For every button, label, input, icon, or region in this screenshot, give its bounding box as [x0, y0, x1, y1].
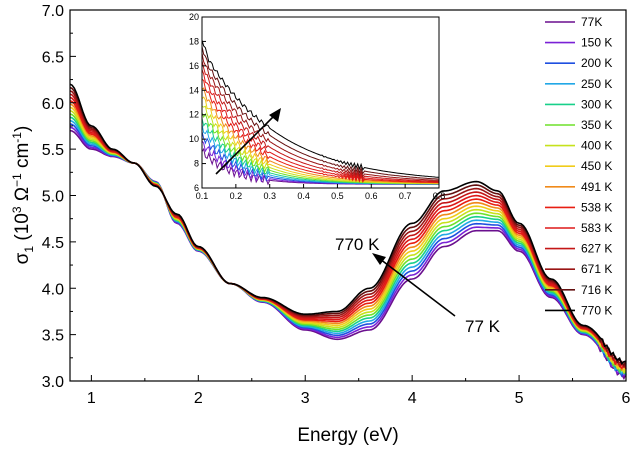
trend-arrow-head — [372, 253, 386, 265]
inset-y-tick-label: 12 — [189, 110, 199, 120]
legend-label: 300 K — [581, 97, 612, 111]
x-axis-label: Energy (eV) — [297, 425, 398, 446]
inset-axis-ticks: 0.1 0.2 0.3 0.4 0.5 0.6 0.7 0.8 6 8 10 12 14 16 18 20 — [189, 12, 445, 201]
inset-series-line — [201, 60, 440, 182]
y-tick-label: 5.0 — [42, 189, 64, 206]
legend-label: 583 K — [581, 221, 612, 235]
trend-arrow — [375, 255, 456, 317]
inset-y-tick-label: 14 — [189, 85, 199, 95]
legend-label: 77K — [581, 15, 602, 29]
legend-label: 400 K — [581, 139, 612, 153]
main-plot-series — [69, 83, 627, 380]
legend-label: 150 K — [581, 36, 612, 50]
legend-label: 770 K — [581, 303, 612, 317]
y-tick-label: 4.0 — [42, 281, 64, 298]
y-tick-label: 3.5 — [42, 328, 64, 345]
series-line — [69, 83, 627, 365]
inset-series-line — [201, 69, 440, 183]
x-tick-label: 3 — [301, 390, 310, 407]
legend-label: 200 K — [581, 56, 612, 70]
inset-y-tick-label: 16 — [189, 61, 199, 71]
legend: 77K 150 K 200 K 250 K 300 K 350 K 400 K 450 K 49… — [545, 15, 612, 317]
inset-y-tick-label: 8 — [194, 159, 199, 169]
annotation-77k: 77 K — [465, 317, 501, 336]
inset-series-line — [201, 53, 440, 181]
y-axis-label: σ1 (103 Ω−1 cm-1) — [10, 126, 36, 265]
inset-series-line — [201, 78, 440, 184]
legend-label: 538 K — [581, 200, 612, 214]
legend-label: 627 K — [581, 242, 612, 256]
legend-label: 350 K — [581, 118, 612, 132]
inset-x-tick-label: 0.4 — [297, 191, 310, 201]
inset-x-tick-label: 0.6 — [365, 191, 378, 201]
inset-y-tick-label: 18 — [189, 36, 199, 46]
y-tick-label: 6.0 — [42, 96, 64, 113]
y-tick-label: 7.0 — [42, 3, 64, 20]
inset-x-tick-label: 0.3 — [263, 191, 276, 201]
x-tick-label: 2 — [194, 390, 203, 407]
x-tick-label: 6 — [622, 390, 631, 407]
annotation-770k: 770 K — [335, 235, 380, 254]
inset-y-tick-label: 6 — [194, 183, 199, 193]
inset-y-tick-label: 20 — [189, 12, 199, 22]
x-tick-label: 5 — [515, 390, 524, 407]
x-tick-label: 1 — [87, 390, 96, 407]
legend-label: 450 K — [581, 159, 612, 173]
x-tick-label: 4 — [408, 390, 417, 407]
inset-trend-arrow — [215, 113, 277, 175]
legend-label: 716 K — [581, 283, 612, 297]
inset-x-tick-label: 0.2 — [230, 191, 243, 201]
y-tick-label: 3.0 — [42, 374, 64, 391]
inset-series-line — [201, 46, 440, 180]
legend-label: 491 K — [581, 180, 612, 194]
legend-label: 250 K — [581, 77, 612, 91]
inset-y-tick-label: 10 — [189, 134, 199, 144]
inset-frame — [201, 16, 440, 189]
y-tick-label: 6.5 — [42, 49, 64, 66]
inset-x-tick-label: 0.7 — [399, 191, 412, 201]
inset-trend-arrow-head — [269, 108, 281, 122]
main-axis-ticks: 1 2 3 4 5 63.03.54.04.55.05.56.06.57.0 — [42, 3, 631, 407]
inset-series-line — [201, 87, 440, 184]
y-tick-label: 4.5 — [42, 235, 64, 252]
inset-x-tick-label: 0.1 — [196, 191, 209, 201]
legend-label: 671 K — [581, 262, 612, 276]
inset-x-tick-label: 0.5 — [331, 191, 344, 201]
inset-x-tick-label: 0.8 — [433, 191, 446, 201]
y-tick-label: 5.5 — [42, 142, 64, 159]
inset-series-line — [201, 39, 440, 178]
